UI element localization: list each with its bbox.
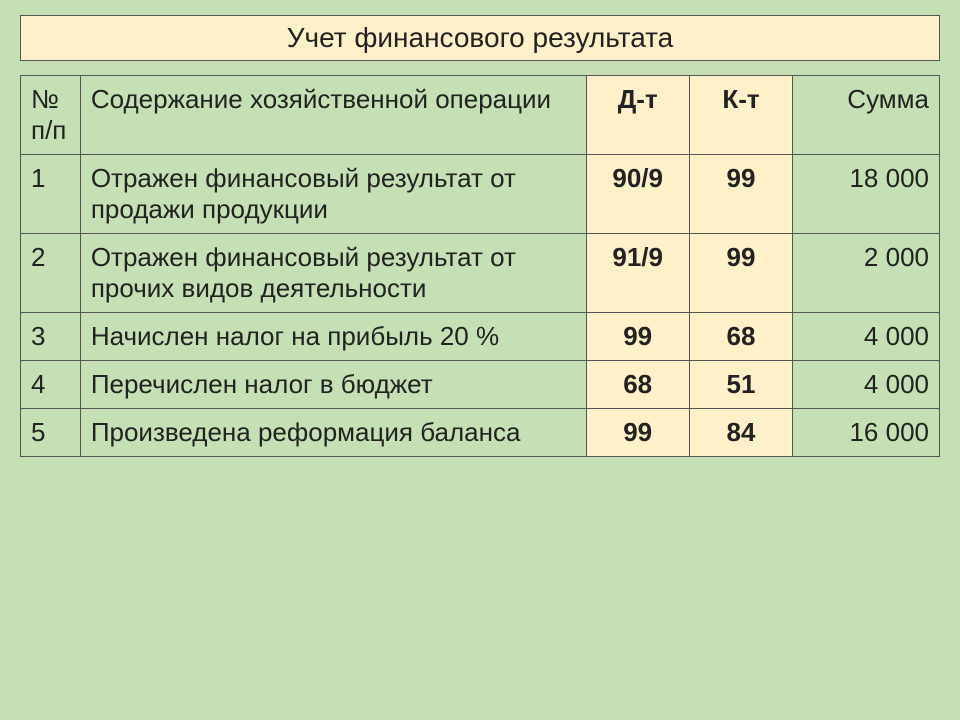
table-row: 5 Произведена реформация баланса 99 84 1…: [21, 409, 940, 457]
cell-dt: 68: [586, 361, 689, 409]
cell-sum: 18 000: [793, 155, 940, 234]
header-desc: Содержание хозяйственной операции: [80, 76, 586, 155]
cell-kt: 68: [689, 313, 792, 361]
cell-desc: Начислен налог на прибыль 20 %: [80, 313, 586, 361]
cell-kt: 84: [689, 409, 792, 457]
cell-num: 2: [21, 234, 81, 313]
cell-sum: 4 000: [793, 361, 940, 409]
cell-desc: Перечислен налог в бюджет: [80, 361, 586, 409]
table-header-row: № п/п Содержание хозяйственной операции …: [21, 76, 940, 155]
cell-dt: 99: [586, 409, 689, 457]
page-title: Учет финансового результата: [20, 15, 940, 61]
table-row: 3 Начислен налог на прибыль 20 % 99 68 4…: [21, 313, 940, 361]
table-row: 4 Перечислен налог в бюджет 68 51 4 000: [21, 361, 940, 409]
header-dt: Д-т: [586, 76, 689, 155]
cell-kt: 99: [689, 155, 792, 234]
cell-num: 3: [21, 313, 81, 361]
table-row: 2 Отражен финансовый результат от прочих…: [21, 234, 940, 313]
header-num: № п/п: [21, 76, 81, 155]
cell-desc: Отражен финансовый результат от продажи …: [80, 155, 586, 234]
cell-desc: Отражен финансовый результат от прочих в…: [80, 234, 586, 313]
cell-sum: 16 000: [793, 409, 940, 457]
cell-kt: 99: [689, 234, 792, 313]
cell-desc: Произведена реформация баланса: [80, 409, 586, 457]
cell-sum: 2 000: [793, 234, 940, 313]
header-sum: Сумма: [793, 76, 940, 155]
cell-num: 5: [21, 409, 81, 457]
accounting-table: № п/п Содержание хозяйственной операции …: [20, 75, 940, 457]
table-row: 1 Отражен финансовый результат от продаж…: [21, 155, 940, 234]
cell-num: 4: [21, 361, 81, 409]
cell-sum: 4 000: [793, 313, 940, 361]
cell-num: 1: [21, 155, 81, 234]
header-kt: К-т: [689, 76, 792, 155]
cell-dt: 91/9: [586, 234, 689, 313]
cell-dt: 90/9: [586, 155, 689, 234]
cell-dt: 99: [586, 313, 689, 361]
cell-kt: 51: [689, 361, 792, 409]
